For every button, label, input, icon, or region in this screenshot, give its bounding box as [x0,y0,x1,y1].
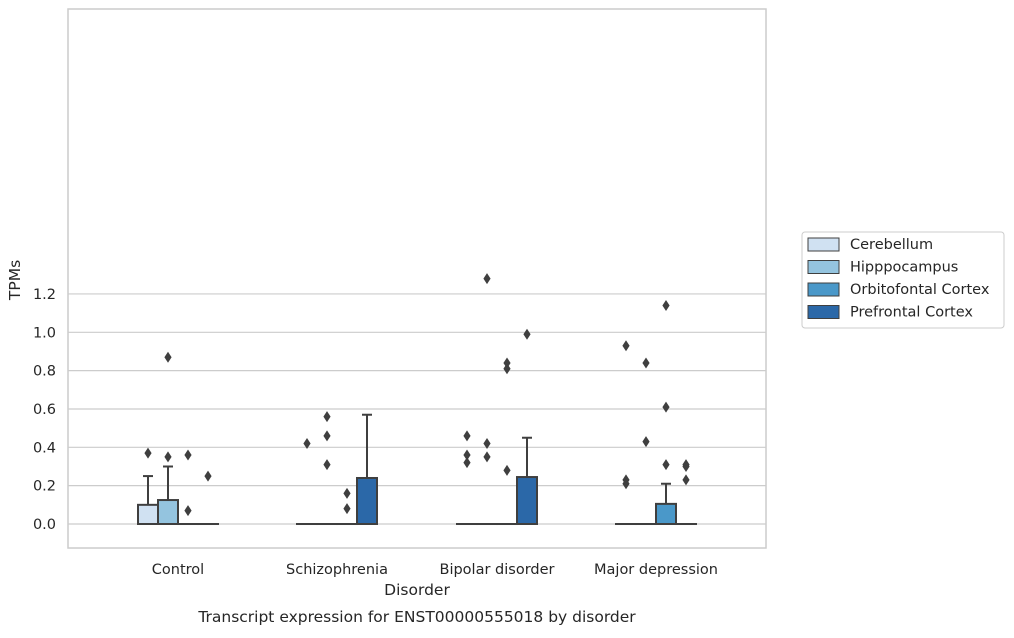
legend-swatch [808,261,839,274]
x-tick-label: Bipolar disorder [440,562,555,578]
box-1-0 [158,352,178,524]
outlier-point [164,451,171,462]
box-1-2 [477,273,497,524]
outlier-point [323,430,330,441]
outlier-point [523,329,530,340]
outlier-point [662,459,669,470]
y-axis-label: TPMs [6,260,24,301]
outlier-point [483,273,490,284]
outlier-point [503,363,510,374]
outlier-point [343,503,350,514]
legend-item: Cerebellum [808,237,933,253]
outlier-point [343,488,350,499]
y-tick-label: 1.2 [33,287,56,303]
legend-label: Orbitofontal Cortex [850,282,990,298]
legend-swatch [808,283,839,296]
legend-swatch [808,238,839,251]
legend-label: Prefrontal Cortex [850,305,973,321]
legend-label: Cerebellum [850,237,933,253]
box-body [656,504,676,524]
legend-item: Hipppocampus [808,260,958,276]
outlier-point [463,457,470,468]
outlier-point [323,411,330,422]
box-2-3 [656,300,676,524]
box-2-1 [337,488,357,524]
y-tick-label: 0.0 [33,517,56,533]
outlier-point [662,300,669,311]
box-body [357,478,377,524]
outlier-point [503,465,510,476]
box-3-1 [357,415,377,524]
legend-label: Hipppocampus [850,260,958,276]
outlier-point [184,449,191,460]
x-axis-label: Disorder [384,581,450,599]
box-0-1 [297,438,317,524]
x-tick-label: Schizophrenia [286,562,388,578]
box-2-0 [178,449,198,524]
outlier-point [483,451,490,462]
y-tick-label: 0.4 [33,440,56,456]
outlier-point [204,471,211,482]
outlier-point [682,461,689,472]
y-axis-ticks: 0.0 0.2 0.4 0.6 0.8 1.0 1.2 [33,287,56,533]
x-tick-label: Major depression [594,562,718,578]
y-tick-label: 1.0 [33,325,56,341]
outlier-point [144,448,151,459]
outlier-point [682,474,689,485]
y-tick-label: 0.2 [33,479,56,495]
y-tick-label: 0.8 [33,364,56,380]
box-3-3 [676,459,696,524]
outlier-point [642,436,649,447]
legend-item: Prefrontal Cortex [808,305,973,321]
outlier-point [164,352,171,363]
box-3-2 [517,329,537,524]
outlier-point [642,357,649,368]
outlier-point [662,402,669,413]
box-plots [138,273,696,524]
grid-lines [68,294,766,524]
box-2-2 [497,357,517,524]
x-tick-label: Control [152,562,204,578]
legend-swatch [808,306,839,319]
legend-item: Orbitofontal Cortex [808,282,990,298]
box-body [138,505,158,524]
x-axis-ticks: Control Schizophrenia Bipolar disorder Majo… [152,562,718,578]
box-body [158,500,178,524]
outlier-point [323,459,330,470]
box-0-3 [616,340,636,524]
y-tick-label: 0.6 [33,402,56,418]
chart-title: Transcript expression for ENST0000055501… [197,608,636,626]
legend: Cerebellum Hipppocampus Orbitofontal Corte… [802,232,1004,328]
box-1-1 [317,411,337,524]
box-1-3 [636,357,656,524]
outlier-point [463,430,470,441]
outlier-point [622,340,629,351]
box-3-0 [198,471,218,524]
outlier-point [184,505,191,516]
box-body [517,477,537,524]
box-0-2 [457,430,477,524]
